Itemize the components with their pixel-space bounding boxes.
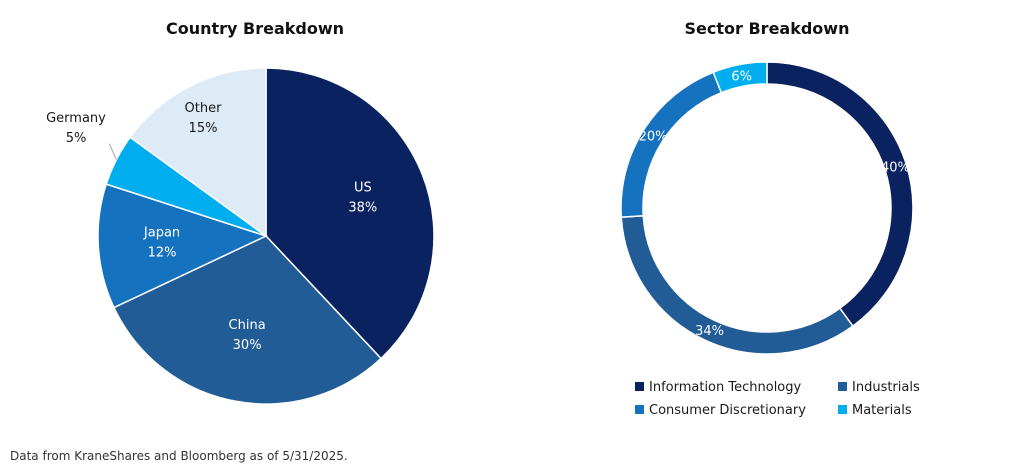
legend-swatch-consumer-discretionary	[635, 405, 644, 414]
pie-slice-other	[129, 67, 267, 238]
donut-value-materials: 6%	[731, 69, 752, 84]
pie-value-other: 15%	[189, 121, 218, 136]
pie-slice-china	[112, 235, 383, 405]
donut-value-consumer-discretionary: 20%	[639, 130, 668, 145]
legend-label-industrials: Industrials	[852, 380, 920, 395]
legend-swatch-materials	[838, 405, 847, 414]
donut-slice-industrials	[620, 214, 854, 355]
legend-label-consumer-discretionary: Consumer Discretionary	[649, 403, 806, 418]
pie-label-china: China	[229, 318, 266, 333]
legend-label-materials: Materials	[852, 403, 912, 418]
donut-slice-information-technology	[766, 61, 914, 328]
sector-donut: 40% 34% 20% 6%	[620, 61, 914, 355]
donut-value-industrials: 34%	[695, 324, 724, 339]
pie-value-germany: 5%	[66, 131, 87, 146]
pie-label-other: Other	[185, 101, 223, 116]
legend-swatch-industrials	[838, 382, 847, 391]
legend-label-information-technology: Information Technology	[649, 380, 802, 395]
donut-slice-materials	[712, 61, 768, 94]
sector-chart-title: Sector Breakdown	[685, 19, 850, 38]
country-chart-title: Country Breakdown	[166, 19, 344, 38]
pie-value-us: 38%	[348, 201, 377, 216]
footnote: Data from KraneShares and Bloomberg as o…	[10, 449, 348, 463]
legend-swatch-information-technology	[635, 382, 644, 391]
pie-label-japan: Japan	[143, 226, 180, 241]
pie-slice-japan	[97, 183, 269, 309]
pie-label-us: US	[354, 181, 372, 196]
donut-slice-consumer-discretionary	[620, 71, 723, 218]
pie-slice-us	[265, 67, 435, 360]
leader-line-germany	[108, 143, 117, 160]
donut-value-information-technology: 40%	[881, 160, 910, 175]
pie-value-china: 30%	[233, 338, 262, 353]
pie-value-japan: 12%	[148, 246, 177, 261]
pie-label-germany: Germany	[46, 111, 106, 126]
country-pie: US 38% China 30% Japan 12% Germany 5% Other 15%	[46, 67, 435, 405]
sector-legend: Information Technology Industrials Consume…	[635, 380, 920, 418]
